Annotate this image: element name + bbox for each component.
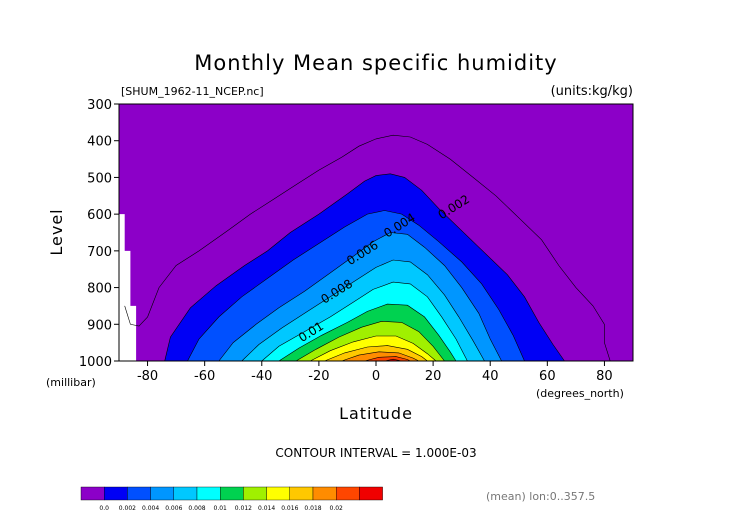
colorbar-label-1: 0.002 [119, 505, 136, 512]
missing-data-region [119, 214, 137, 361]
contour-line-1 [187, 210, 525, 362]
colorbar-label-0: 0.0 [99, 505, 109, 512]
colorbar [80, 486, 383, 501]
y-tick-label-1: 400 [87, 135, 112, 150]
contour-line-4 [261, 281, 468, 362]
y-units-label: (millibar) [46, 376, 96, 389]
colorbar-swatch-4 [173, 486, 198, 501]
colorbar-swatch-11 [336, 486, 360, 501]
contour-line-3 [241, 259, 485, 362]
y-axis-ticks: 300 400 500 600 700 800 900 1000 [79, 98, 119, 370]
colorbar-label-4: 0.008 [188, 505, 205, 512]
units-label: (units:kg/kg) [551, 84, 633, 99]
colorbar-swatch-2 [127, 486, 151, 501]
x-tick-label-1: -60 [194, 369, 215, 384]
x-tick-label-2: -40 [251, 369, 272, 384]
contour-line-6 [295, 320, 445, 362]
y-tick-label-2: 500 [87, 171, 112, 186]
colorbar-label-7: 0.014 [258, 505, 275, 512]
y-tick-label-6: 900 [87, 318, 112, 333]
x-axis-label: Latitude [339, 404, 413, 423]
contour-line-10 [364, 356, 411, 362]
y-tick-label-4: 700 [87, 245, 112, 260]
colorbar-label-8: 0.016 [281, 505, 298, 512]
contour-line-5 [278, 303, 457, 362]
contour-line-11 [384, 358, 402, 362]
colorbar-label-9: 0.018 [304, 505, 321, 512]
contour-line-7 [310, 335, 437, 362]
colorbar-label-10: 0.02 [330, 505, 344, 512]
colorbar-label-6: 0.012 [235, 505, 252, 512]
colorbar-label-3: 0.006 [165, 505, 182, 512]
contour-line-9 [341, 351, 419, 362]
colorbar-label-5: 0.01 [214, 505, 228, 512]
y-tick-label-5: 800 [87, 282, 112, 297]
contour-line-2 [218, 232, 502, 362]
x-tick-label-7: 60 [539, 369, 556, 384]
colorbar-labels: 0.0 0.002 0.004 0.006 0.008 0.01 0.012 0.014 0.0… [99, 505, 343, 512]
x-units-label: (degrees_north) [536, 387, 624, 400]
contour-line-outer [124, 134, 611, 362]
y-axis-label: Level [47, 208, 66, 255]
x-axis-ticks: -80 -60 -40 -20 0 20 40 60 80 [137, 361, 613, 384]
x-tick-label-8: 80 [596, 369, 613, 384]
colorbar-swatch-0 [80, 486, 105, 501]
contour-lines [124, 134, 611, 362]
colorbar-swatch-5 [196, 486, 221, 501]
mean-label: (mean) lon:0..357.5 [486, 490, 595, 503]
colorbar-swatch-3 [150, 486, 175, 501]
x-tick-label-3: -20 [308, 369, 329, 384]
contour-interval-label: CONTOUR INTERVAL = 1.000E-03 [275, 446, 476, 460]
colorbar-swatch-7 [243, 486, 267, 501]
contour-line-8 [324, 345, 428, 362]
colorbar-swatch-12 [359, 486, 383, 501]
colorbar-swatch-9 [289, 486, 314, 501]
contour-line-0 [164, 173, 565, 362]
colorbar-swatch-1 [103, 486, 128, 501]
contour-fills [164, 173, 565, 361]
contour-fill-10 [364, 356, 411, 361]
y-tick-label-7: 1000 [79, 355, 112, 370]
x-tick-label-6: 40 [482, 369, 499, 384]
chart-title: Monthly Mean specific humidity [194, 51, 557, 75]
y-tick-label-3: 600 [87, 208, 112, 223]
colorbar-swatch-8 [266, 486, 291, 501]
colorbar-swatch-10 [312, 486, 337, 501]
colorbar-swatch-6 [219, 486, 244, 501]
colorbar-label-2: 0.004 [142, 505, 159, 512]
y-tick-label-0: 300 [87, 98, 112, 113]
file-label: [SHUM_1962-11_NCEP.nc] [121, 85, 264, 98]
x-tick-label-4: 0 [372, 369, 380, 384]
x-tick-label-0: -80 [137, 369, 158, 384]
x-tick-label-5: 20 [425, 369, 442, 384]
